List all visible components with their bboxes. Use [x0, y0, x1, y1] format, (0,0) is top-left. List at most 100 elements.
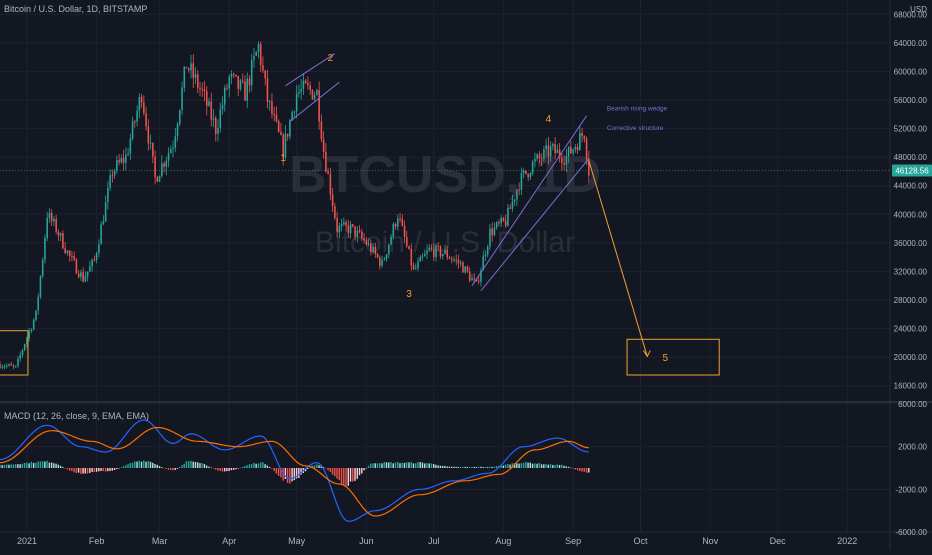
candle-body-76 [170, 149, 172, 154]
candle-body-25 [55, 218, 57, 232]
candle-body-3 [5, 365, 8, 367]
macd-hist-14 [30, 461, 33, 468]
wave-label-3: 3 [406, 289, 412, 300]
candle-body-90 [201, 88, 204, 90]
macd-hist-189 [423, 463, 426, 468]
macd-hist-224 [502, 465, 505, 468]
candle-body-167 [374, 246, 377, 254]
x-tick-8: Sep [565, 536, 581, 546]
candle-body-14 [30, 329, 33, 331]
macd-hist-169 [379, 463, 381, 468]
candle-body-75 [167, 153, 170, 161]
macd-hist-125 [280, 468, 282, 478]
macd-hist-128 [286, 468, 289, 483]
candle-body-81 [181, 87, 183, 111]
candle-body-54 [120, 158, 123, 163]
candle-body-134 [300, 88, 302, 92]
macd-hist-235 [527, 462, 529, 468]
candle-body-94 [210, 101, 213, 120]
macd-hist-68 [152, 462, 154, 468]
candle-body-194 [435, 245, 437, 257]
macd-hist-167 [374, 463, 376, 468]
candle-body-109 [244, 81, 246, 101]
macd-hist-113 [253, 462, 255, 468]
macd-hist-18 [39, 461, 42, 468]
candle-body-103 [230, 73, 233, 77]
candle-body-189 [423, 253, 426, 257]
candle-body-32 [71, 256, 73, 258]
candle-body-248 [556, 149, 559, 154]
macd-hist-154 [345, 468, 347, 486]
projection-arrowhead [642, 350, 651, 358]
candle-body-236 [529, 173, 532, 178]
macd-hist-194 [435, 464, 437, 468]
candle-body-42 [93, 259, 96, 261]
macd-hist-181 [406, 462, 408, 468]
candle-body-77 [172, 147, 174, 150]
candle-body-255 [572, 149, 574, 154]
macd-line [0, 419, 589, 522]
macd-hist-103 [230, 468, 233, 471]
candle-body-196 [439, 246, 442, 257]
macd-hist-190 [426, 463, 428, 468]
candle-body-178 [399, 218, 401, 220]
candle-body-139 [311, 89, 314, 100]
macd-hist-46 [102, 468, 105, 472]
candle-body-242 [543, 149, 545, 159]
macd-hist-262 [588, 468, 590, 473]
candle-body-142 [318, 90, 320, 122]
candle-body-211 [473, 278, 476, 280]
macd-hist-219 [491, 466, 493, 468]
candle-body-131 [293, 111, 296, 113]
macd-hist-164 [367, 465, 370, 468]
macd-hist-91 [203, 464, 206, 468]
candle-body-4 [8, 364, 10, 366]
price-tag-bg [892, 164, 932, 177]
candle-body-239 [536, 154, 538, 159]
flag-lower-line [289, 81, 340, 122]
candle-body-132 [295, 93, 298, 112]
macd-hist-3 [5, 464, 8, 468]
candle-body-217 [486, 246, 489, 255]
x-tick-10: Nov [702, 536, 719, 546]
macd-hist-249 [558, 464, 561, 468]
macd-hist-228 [511, 463, 514, 468]
macd-hist-94 [210, 467, 212, 469]
macd-hist-257 [576, 468, 579, 471]
y-tick-6: 44000.00 [894, 182, 928, 191]
candle-body-34 [75, 259, 78, 274]
macd-hist-16 [35, 462, 37, 468]
candle-body-9 [19, 354, 22, 359]
macd-hist-110 [246, 465, 248, 468]
candle-body-145 [325, 151, 327, 172]
candle-body-93 [208, 101, 210, 106]
chart-title: Bitcoin / U.S. Dollar, 1D, BITSTAMP [4, 4, 147, 14]
candle-body-141 [316, 90, 318, 96]
candle-body-215 [482, 256, 484, 271]
macd-hist-106 [237, 468, 239, 469]
candle-body-21 [46, 218, 48, 238]
candle-body-74 [165, 160, 168, 167]
candle-body-229 [513, 199, 516, 202]
macd-hist-7 [14, 464, 17, 468]
macd-hist-34 [75, 468, 78, 474]
macd-hist-62 [138, 460, 140, 468]
candle-body-67 [149, 142, 152, 144]
y-tick-5: 48000.00 [894, 153, 928, 162]
macd-hist-30 [66, 468, 69, 470]
macd-hist-214 [480, 466, 482, 468]
macd-hist-97 [217, 468, 219, 471]
candle-body-207 [464, 266, 467, 273]
candle-body-209 [468, 271, 471, 281]
candle-body-2 [3, 366, 6, 368]
macd-hist-101 [226, 468, 228, 472]
candle-body-128 [286, 133, 289, 137]
annotations[interactable]: 1 2 3 4 5 Bearish rising wedge Corrective stru… [0, 53, 720, 376]
candle-body-147 [329, 173, 332, 195]
macd-hist-174 [390, 462, 392, 468]
macd-hist-256 [574, 468, 576, 470]
macd-hist-48 [107, 468, 109, 472]
macd-title: MACD (12, 26, close, 9, EMA, EMA) [4, 411, 149, 421]
candle-body-60 [134, 121, 136, 123]
